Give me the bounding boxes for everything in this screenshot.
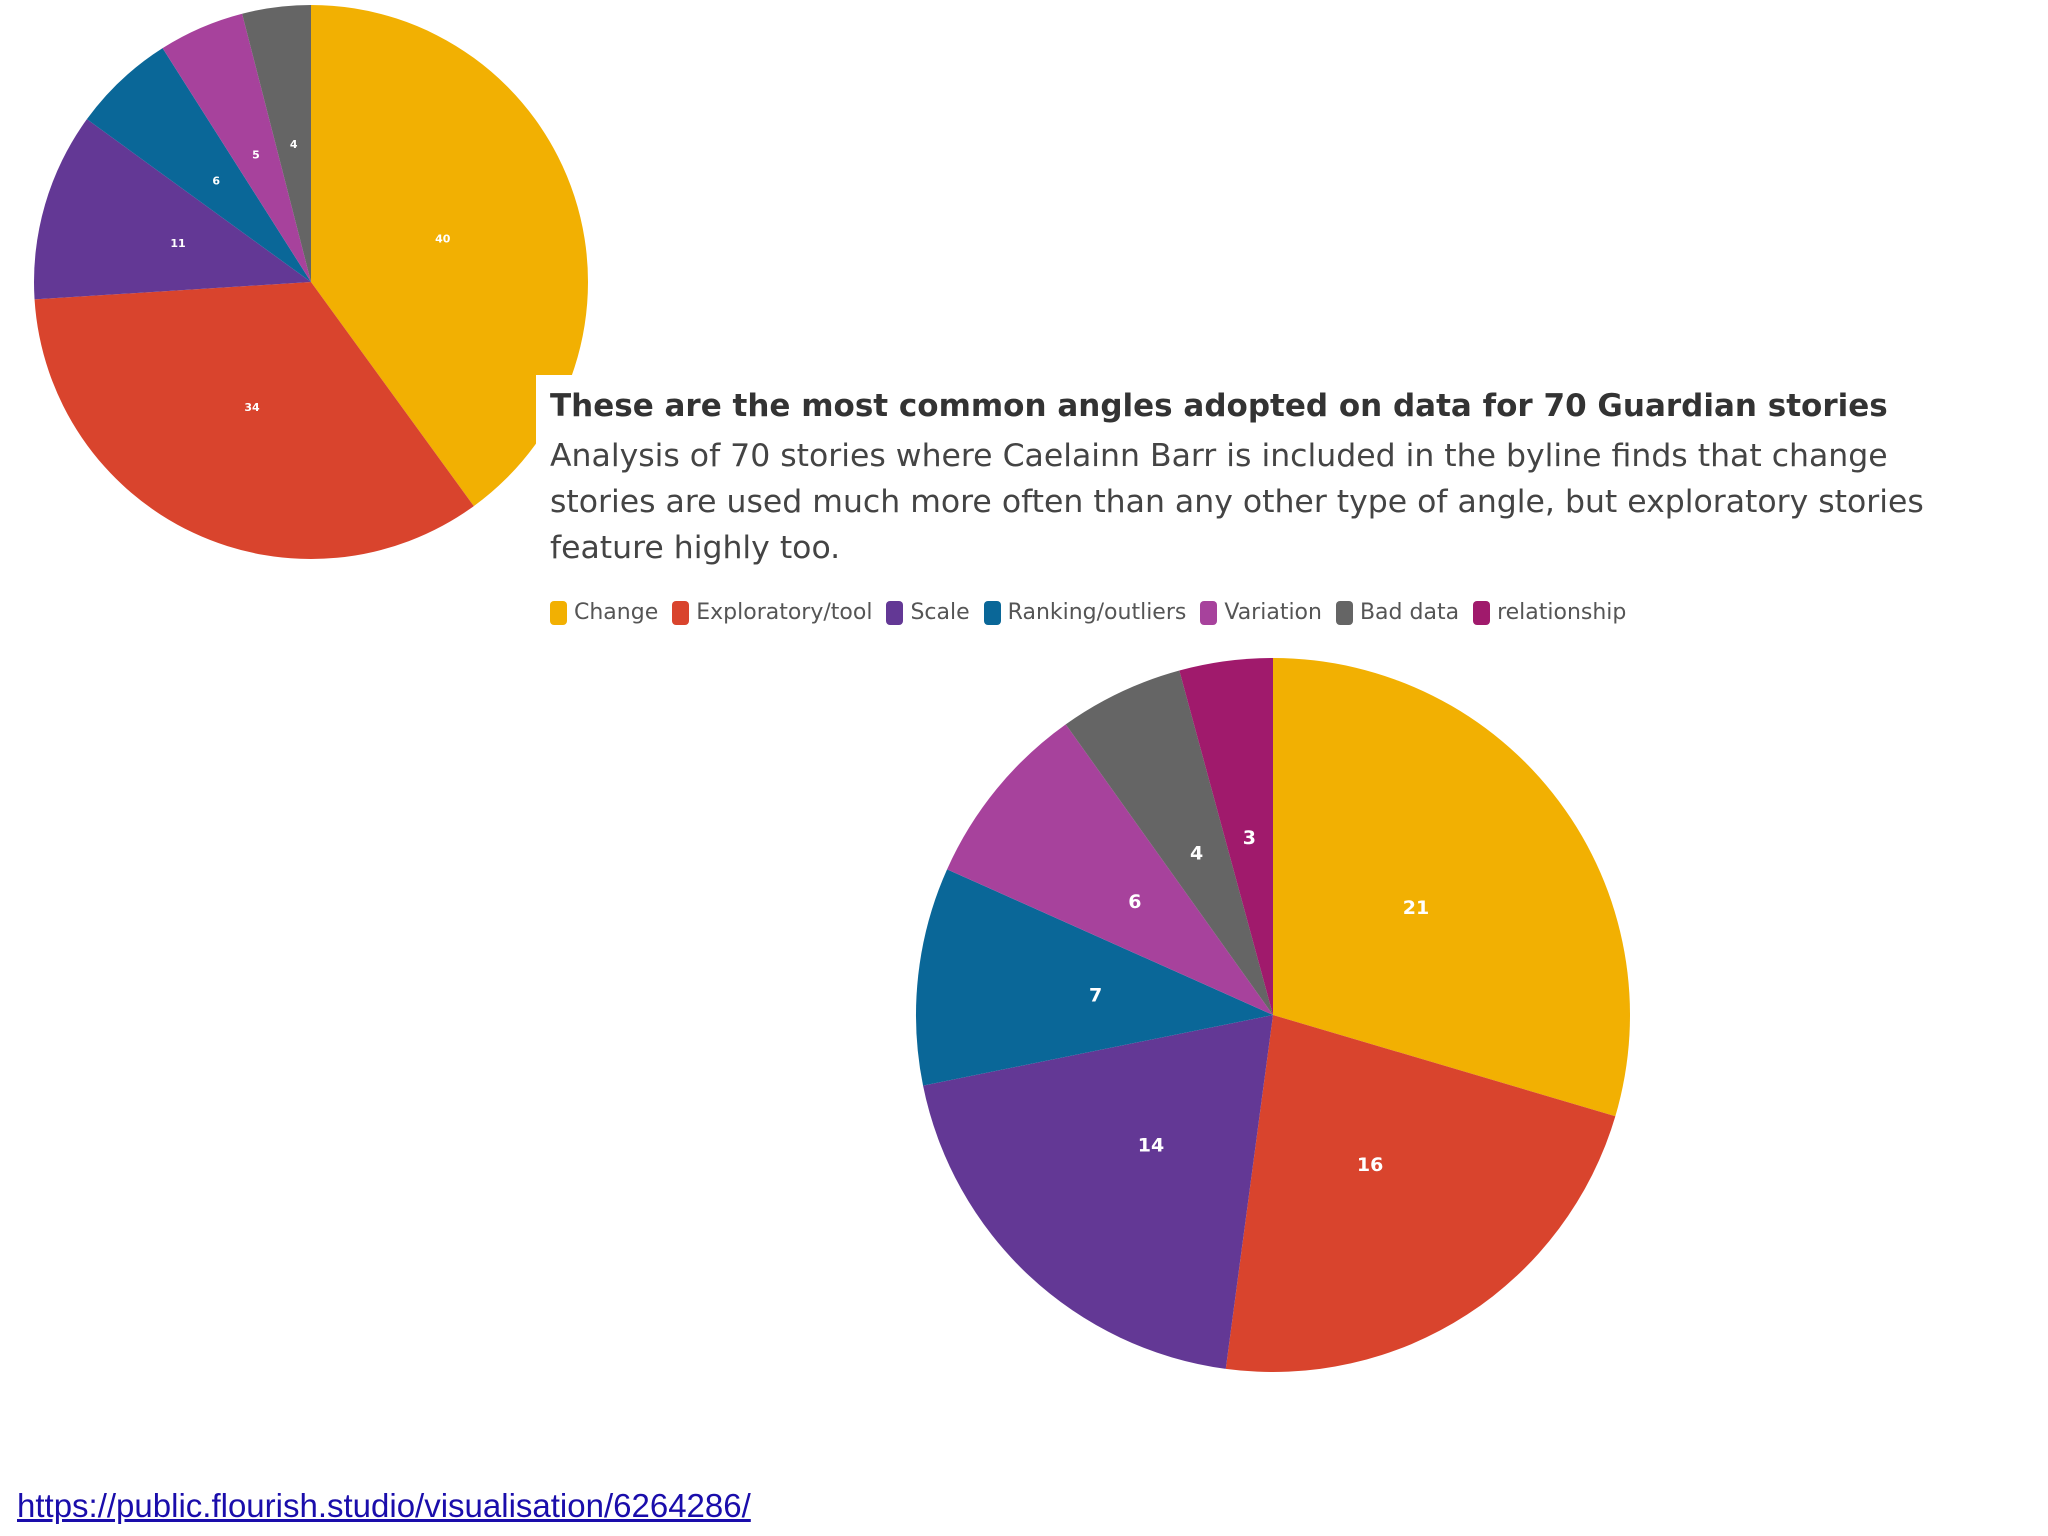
- legend-item: Variation: [1200, 600, 1322, 625]
- legend-swatch: [1200, 600, 1218, 625]
- legend-swatch: [983, 600, 1001, 625]
- chart-legend: Change Exploratory/tool Scale Ranking/outli…: [550, 600, 1640, 625]
- legend-label: Change: [574, 600, 659, 625]
- legend-item: Exploratory/tool: [672, 600, 872, 625]
- chart-title: These are the most common angles adopted…: [550, 388, 1888, 424]
- small-pie-data-label: 34: [244, 401, 260, 414]
- legend-swatch: [1335, 600, 1353, 625]
- chart-card: [536, 375, 1976, 645]
- legend-label: Scale: [910, 600, 970, 625]
- main-pie-slice-change: [1273, 658, 1630, 1117]
- small-pie-slice-exploratory-tool: [34, 282, 474, 559]
- main-pie-slice-relationship: [1179, 658, 1273, 1015]
- small-pie-data-label: 40: [435, 233, 451, 246]
- legend-label: Exploratory/tool: [696, 600, 873, 625]
- main-pie-data-label: 6: [1128, 891, 1141, 913]
- small-pie-slice-scale: [34, 119, 312, 300]
- legend-label: relationship: [1497, 600, 1627, 625]
- legend-label: Ranking/outliers: [1007, 600, 1187, 625]
- legend-label: Bad data: [1359, 600, 1460, 625]
- small-pie-data-label: 6: [212, 175, 220, 188]
- main-pie-data-label: 7: [1089, 984, 1102, 1006]
- legend-item: Change: [550, 600, 658, 625]
- small-pie-data-label: 5: [252, 148, 260, 161]
- legend-item: relationship: [1473, 600, 1626, 625]
- main-pie-chart: 21 16 14 7 6 4 3: [916, 658, 1630, 1372]
- main-pie-slice-scale: [923, 1015, 1273, 1369]
- main-pie-data-label: 4: [1190, 843, 1203, 865]
- main-pie-slice-variation: [947, 724, 1273, 1015]
- chart-subtitle: Analysis of 70 stories where Caelainn Ba…: [550, 438, 1924, 566]
- small-pie-slice-ranking-outliers: [86, 48, 312, 282]
- main-pie-slice-bad-data: [1065, 670, 1273, 1015]
- small-pie-data-label: 11: [170, 237, 185, 250]
- main-pie-slice-exploratory-tool: [1225, 1015, 1616, 1372]
- small-pie-chart: 40 34 11 6 5 4: [34, 5, 589, 559]
- small-pie-slice-variation: [162, 13, 311, 283]
- legend-swatch: [550, 600, 567, 625]
- legend-item: Bad data: [1335, 600, 1460, 625]
- main-pie-data-label: 16: [1357, 1154, 1383, 1176]
- legend-swatch: [1473, 600, 1491, 625]
- main-pie-data-label: 3: [1243, 827, 1256, 849]
- main-pie-data-label: 14: [1138, 1134, 1164, 1156]
- legend-label: Variation: [1224, 600, 1322, 625]
- main-pie-slice-ranking-outliers: [916, 869, 1273, 1086]
- main-pie-data-label: 21: [1403, 897, 1429, 919]
- legend-swatch: [886, 600, 904, 625]
- small-pie-slice-bad-data: [242, 5, 311, 282]
- small-pie-data-label: 4: [290, 138, 298, 151]
- legend-item: Scale: [886, 600, 970, 625]
- legend-swatch: [672, 600, 690, 625]
- legend-item: Ranking/outliers: [983, 600, 1187, 625]
- small-pie-slice-change: [311, 5, 589, 507]
- source-link[interactable]: https://public.flourish.studio/visualisa…: [17, 1487, 751, 1524]
